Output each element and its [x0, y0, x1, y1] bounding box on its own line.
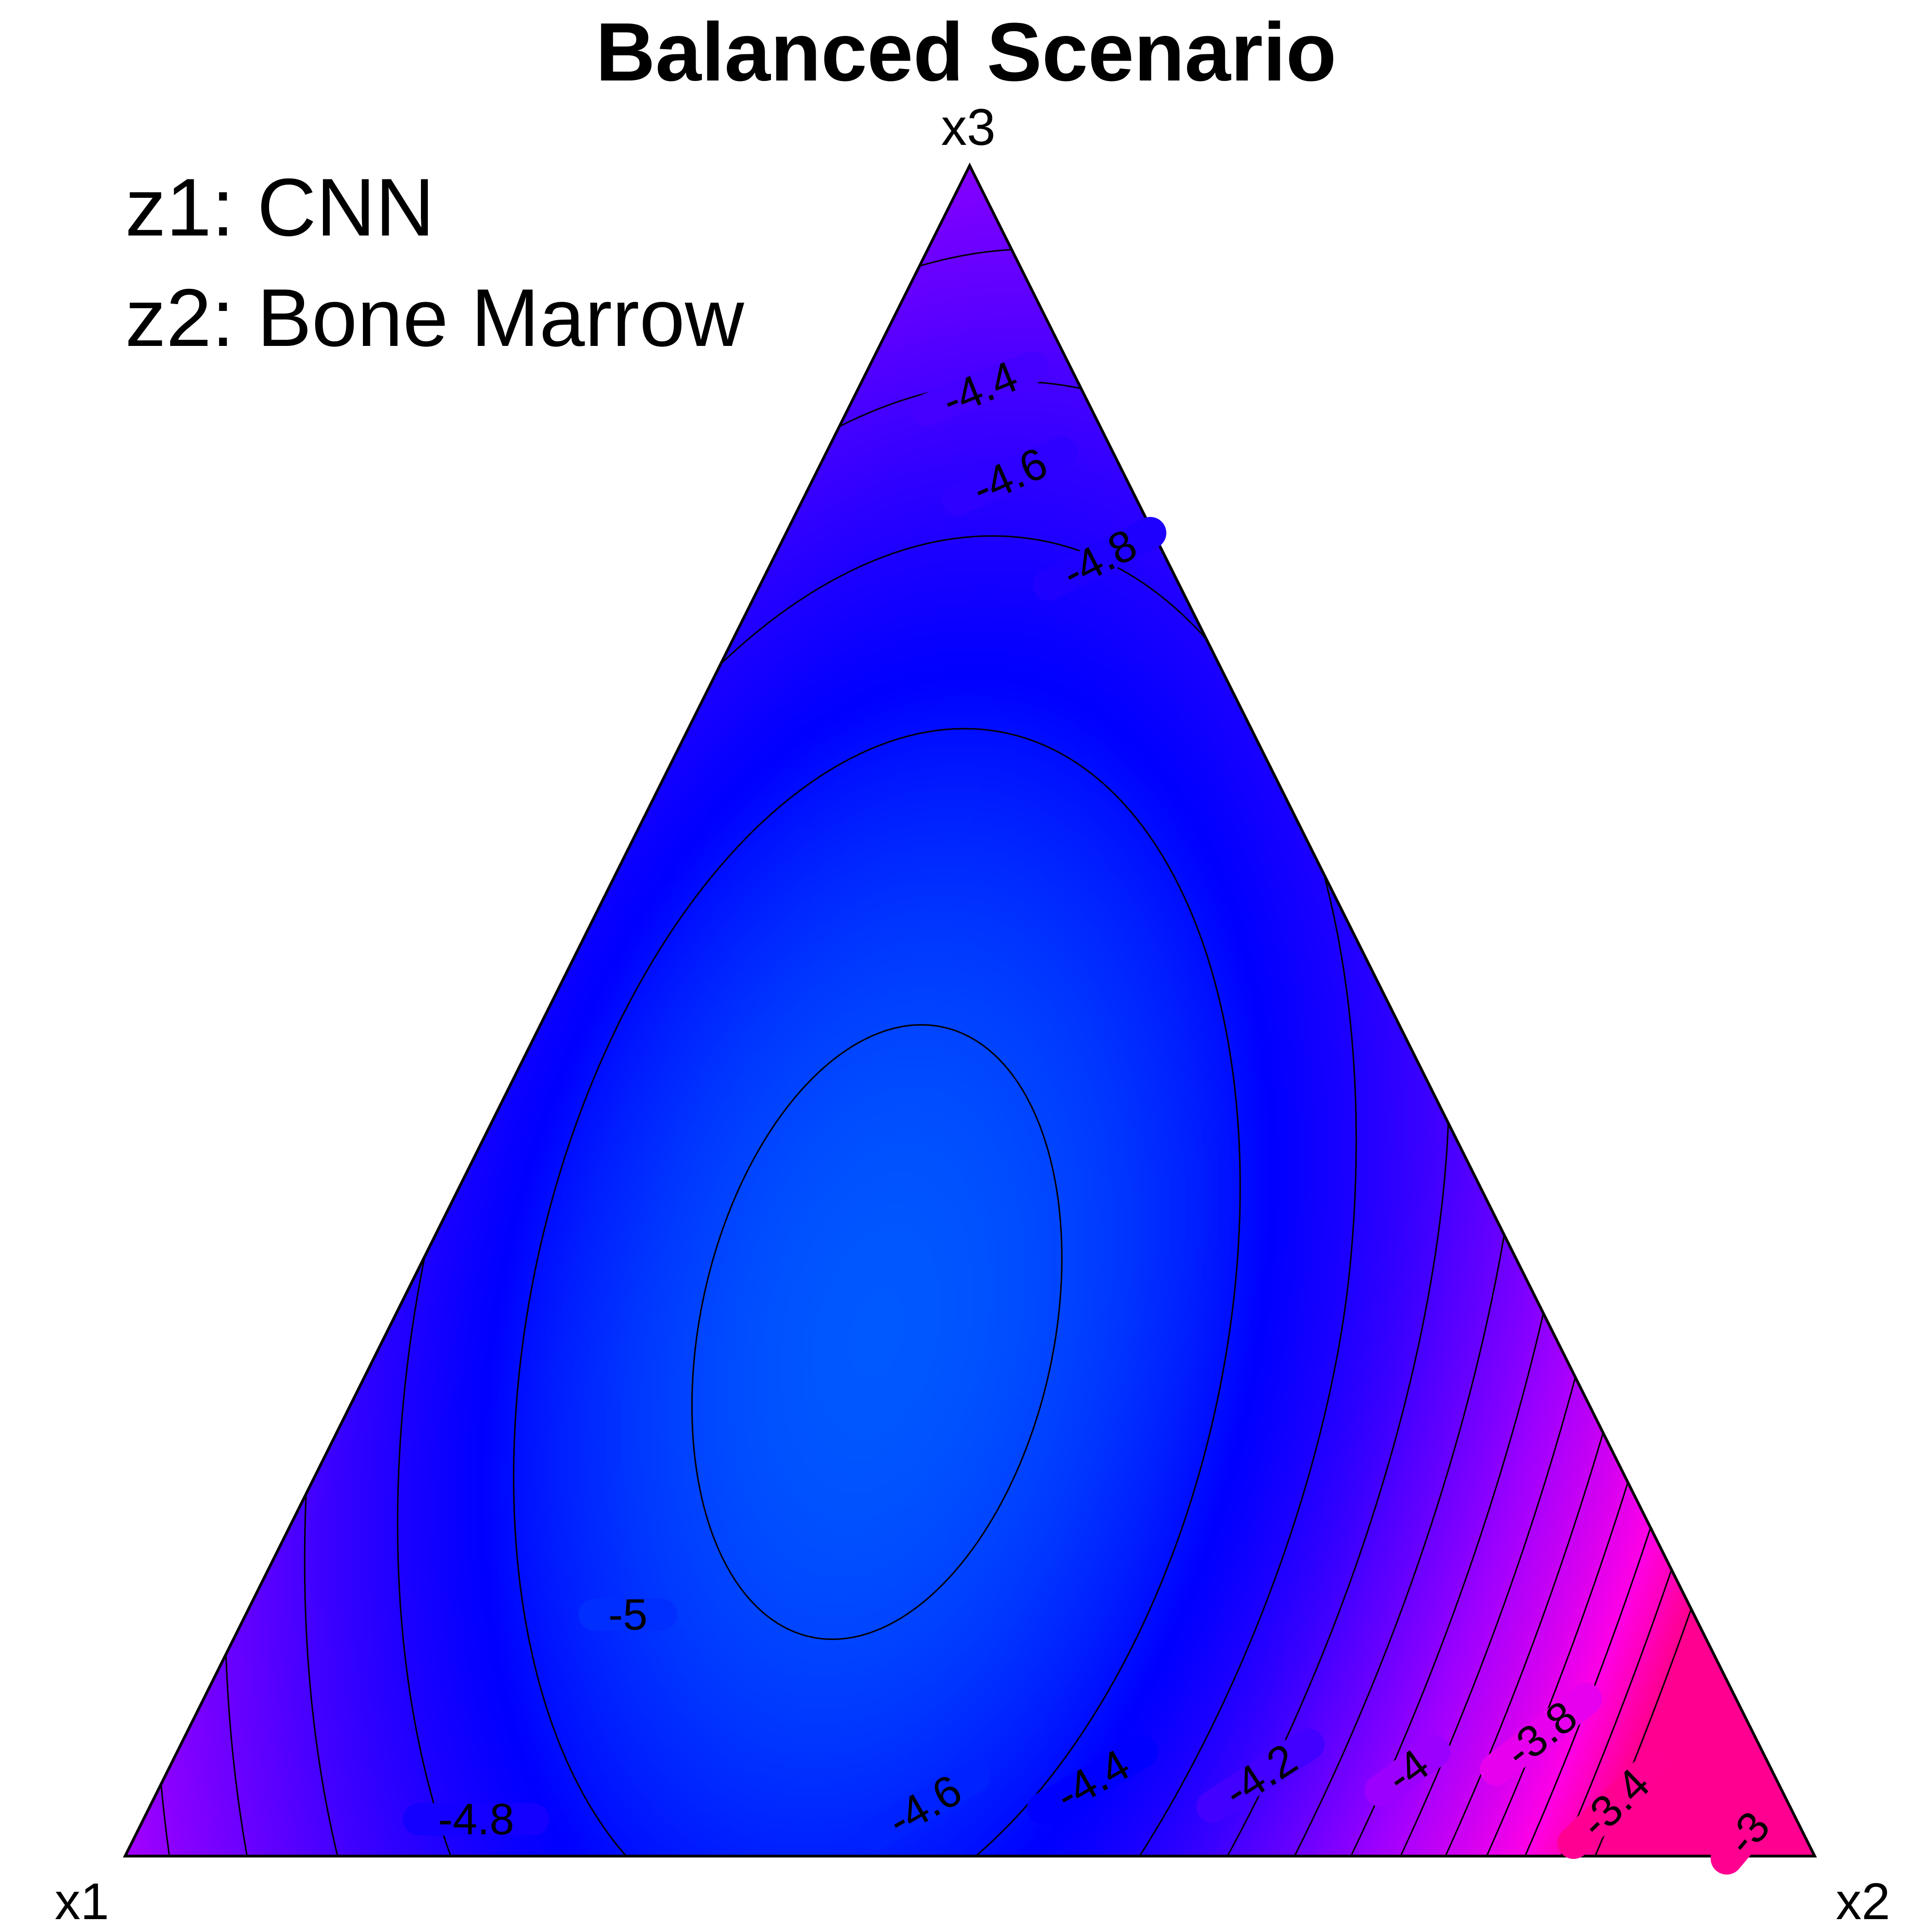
contour-label-gap: [1480, 1683, 1602, 1786]
contour-label-gap: [1364, 1735, 1451, 1807]
annotation-z1: z1: CNN: [125, 161, 435, 253]
vertex-label-x3: x3: [941, 98, 995, 156]
chart-title: Balanced Scenario: [596, 6, 1337, 98]
vertex-label-x2: x2: [1836, 1873, 1890, 1930]
contour-label-gap: [1557, 1747, 1672, 1859]
contour-label-gap: [911, 351, 1049, 426]
contour-line: [691, 1024, 1063, 1640]
contour-line: [513, 728, 1241, 1856]
contour-label-gap: [1032, 517, 1167, 601]
vertex-label-x1: x1: [55, 1873, 109, 1930]
contour-label-gap: [1196, 1728, 1324, 1823]
contour-label: -4.8: [438, 1795, 514, 1844]
contour-label-gap: [1027, 1736, 1158, 1825]
contour-label-gap: [859, 1761, 990, 1850]
contour-label-gap: [1710, 1791, 1786, 1875]
triangle-frame: [123, 162, 1817, 1857]
annotation-z2: z2: Bone Marrow: [125, 272, 744, 363]
contour-label-gap: [941, 437, 1078, 516]
contour-label: -5: [608, 1590, 647, 1639]
